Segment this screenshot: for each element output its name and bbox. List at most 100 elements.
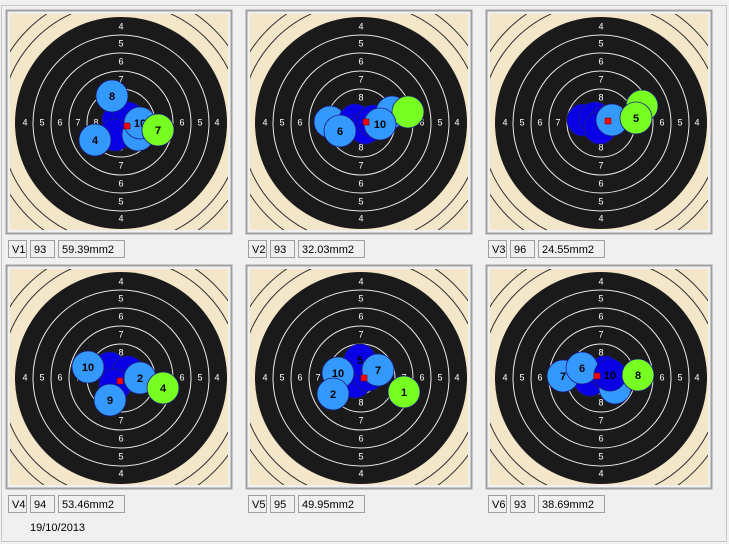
- ring-number: 4: [454, 117, 459, 127]
- ring-line: [548, 70, 654, 176]
- ring-number: 6: [358, 433, 363, 443]
- shot: [95, 79, 129, 113]
- ring-number: 6: [598, 311, 603, 321]
- group-center: [360, 374, 368, 382]
- target-panel: 44445555666677778888510271V59549.95mm2: [245, 264, 473, 513]
- shot-label: 5: [633, 113, 639, 125]
- ring-number: 6: [358, 311, 363, 321]
- shot-label: 10: [332, 368, 344, 380]
- target-panel: 4444555566667777888810294V49453.46mm2: [5, 264, 233, 513]
- ring-number: 4: [598, 468, 603, 478]
- ring-number: 6: [598, 433, 603, 443]
- shot: [621, 358, 655, 392]
- shot-label: 2: [137, 373, 143, 385]
- panel-name: V2: [252, 244, 265, 256]
- ring-number: 8: [598, 397, 603, 407]
- ring-number: 6: [659, 117, 664, 127]
- target-frame: [245, 9, 473, 235]
- target: 44445555666677778888510271: [250, 269, 468, 485]
- shot-label: 5: [357, 355, 363, 367]
- score: 93: [274, 244, 286, 256]
- ring-number: 8: [93, 117, 98, 127]
- ring-number: 7: [118, 329, 123, 339]
- target-frame: [245, 264, 473, 490]
- panel-name-box: [248, 495, 267, 513]
- score: 93: [34, 244, 46, 256]
- area: 59.39mm2: [62, 244, 114, 256]
- ring-number: 6: [598, 56, 603, 66]
- shot-label: 7: [155, 125, 161, 137]
- ring-number: 6: [358, 178, 363, 188]
- area-box: [58, 240, 125, 258]
- ring-number: 4: [262, 117, 267, 127]
- ring-number: 7: [118, 74, 123, 84]
- ring-number: 5: [118, 38, 123, 48]
- ring-line: [272, 289, 450, 467]
- ring-number: 8: [598, 92, 603, 102]
- ring-line: [50, 307, 192, 449]
- ring-number: 5: [358, 38, 363, 48]
- shot: [619, 101, 653, 135]
- ring-number: 5: [437, 117, 442, 127]
- ring-number: 5: [437, 372, 442, 382]
- ring-number: 5: [598, 293, 603, 303]
- ring-number: 4: [598, 276, 603, 286]
- group-center: [116, 377, 124, 385]
- shot: [387, 375, 421, 409]
- ring-number: 6: [57, 372, 62, 382]
- target-panel: 444455556666777788885V39624.55mm2: [485, 9, 713, 258]
- shot-label: 7: [375, 365, 381, 377]
- ring-number: 5: [598, 196, 603, 206]
- target-frame: [485, 264, 713, 490]
- ring-number: 8: [358, 92, 363, 102]
- ring-line: [290, 307, 432, 449]
- area-box: [538, 240, 605, 258]
- panel-name-box: [488, 495, 507, 513]
- ring-number: 8: [598, 142, 603, 152]
- ring-line: [32, 34, 210, 212]
- ring-number: 6: [419, 117, 424, 127]
- target-frame: [5, 9, 233, 235]
- ring-number: 5: [39, 117, 44, 127]
- panel-name-box: [8, 240, 27, 258]
- target-frame: [485, 9, 713, 235]
- window-frame: [1, 5, 727, 542]
- ring-number: 4: [214, 117, 219, 127]
- target: 44445555666677778888610: [250, 14, 468, 230]
- ring-number: 8: [118, 347, 123, 357]
- shot-label: 4: [92, 135, 99, 147]
- group-center: [123, 122, 131, 130]
- date: 19/10/2013: [30, 522, 85, 534]
- ring-number: 6: [118, 433, 123, 443]
- ring-number: 7: [598, 329, 603, 339]
- target: 4444555566667777888810294: [10, 269, 228, 485]
- panel-name: V3: [492, 244, 505, 256]
- ring-number: 4: [22, 372, 27, 382]
- ring-number: 7: [598, 415, 603, 425]
- shot-label: 1: [401, 387, 407, 399]
- shot-label: 8: [109, 91, 115, 103]
- ring-number: 7: [315, 372, 320, 382]
- ring-number: 7: [75, 117, 80, 127]
- area: 53.46mm2: [62, 499, 114, 511]
- group-center: [362, 118, 370, 126]
- ring-number: 7: [358, 329, 363, 339]
- target: 444455556666777788885: [490, 14, 708, 230]
- ring-number: 6: [118, 56, 123, 66]
- shot-label: 10: [374, 119, 386, 131]
- area: 38.69mm2: [542, 499, 594, 511]
- score-box: [270, 495, 295, 513]
- ring-line: [68, 70, 174, 176]
- ring-number: 5: [39, 372, 44, 382]
- ring-number: 4: [118, 468, 123, 478]
- ring-number: 6: [598, 178, 603, 188]
- target: 4444555566667777888876108: [490, 269, 708, 485]
- ring-number: 8: [358, 142, 363, 152]
- ring-number: 5: [598, 38, 603, 48]
- ring-number: 4: [502, 117, 507, 127]
- ring-number: 4: [118, 276, 123, 286]
- ring-number: 6: [358, 56, 363, 66]
- shot-label: 4: [160, 383, 167, 395]
- score: 93: [514, 499, 526, 511]
- area-box: [298, 240, 365, 258]
